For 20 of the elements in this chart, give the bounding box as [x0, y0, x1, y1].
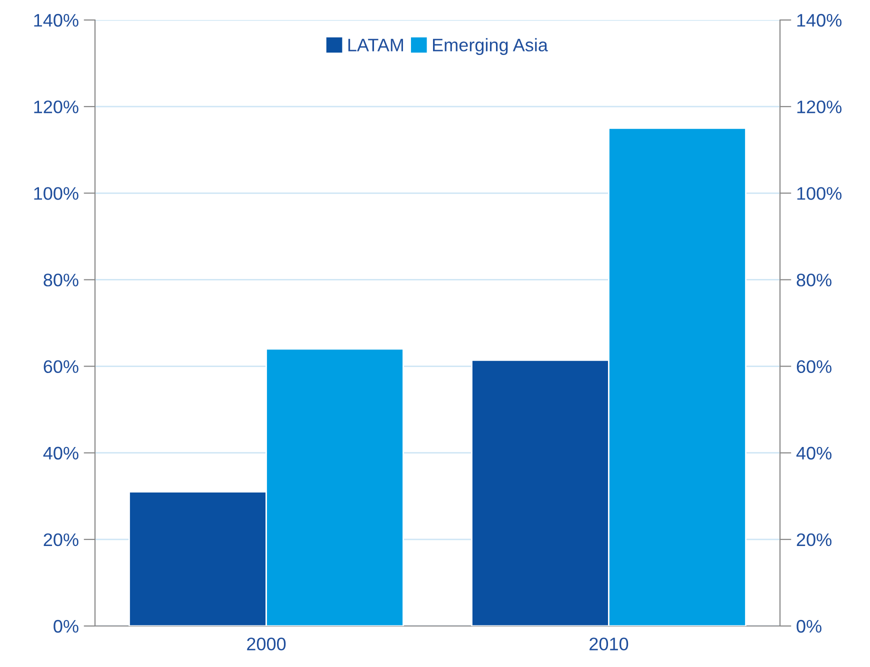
- y2-tick-label: 140%: [797, 14, 842, 27]
- y-tick-label: 0%: [54, 620, 78, 633]
- y2-tick-label: 40%: [796, 446, 832, 460]
- y-tick-label: 120%: [34, 100, 78, 114]
- y-tick-label: 20%: [44, 533, 78, 546]
- y2-tick-label: 60%: [796, 360, 832, 374]
- y-tick-label: 100%: [34, 187, 78, 200]
- legend-label: Emerging Asia: [433, 38, 548, 55]
- y2-tick-label: 20%: [796, 533, 832, 546]
- x-tick-label: 2010: [590, 638, 628, 650]
- y2-tick-label: 80%: [796, 274, 832, 286]
- y2-tick-label: 0%: [796, 620, 822, 633]
- y-tick-label: 60%: [44, 360, 78, 374]
- legend-label: LATAM: [348, 38, 403, 52]
- y-tick-label: 80%: [44, 274, 78, 286]
- y-tick-label: 40%: [43, 446, 78, 460]
- x-tick-label: 2000: [247, 638, 286, 650]
- y-tick-label: 140%: [34, 14, 78, 27]
- y2-tick-label: 120%: [797, 100, 842, 114]
- y2-tick-label: 100%: [797, 187, 842, 200]
